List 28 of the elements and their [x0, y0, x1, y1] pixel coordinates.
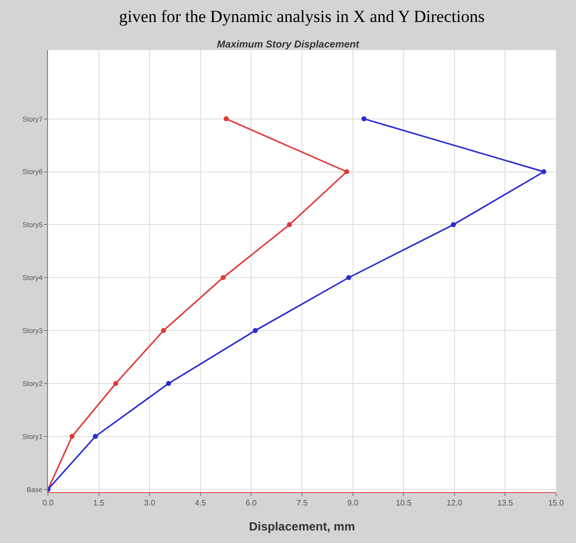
x-tick-label: 6.0 — [246, 498, 258, 508]
point — [346, 275, 352, 280]
x-tick-label: 9.0 — [347, 498, 359, 508]
point — [286, 222, 292, 228]
x-tick-label: 13.5 — [497, 498, 514, 508]
x-tick-label: 10.5 — [396, 498, 412, 508]
point — [541, 169, 546, 174]
x-tick-label: 1.5 — [93, 498, 105, 508]
x-tick-label: 4.5 — [194, 498, 207, 508]
point — [113, 380, 118, 386]
x-tick-label: 12.0 — [446, 498, 463, 508]
point — [450, 222, 456, 228]
point — [220, 275, 226, 280]
x-tick-label: 0.0 — [42, 498, 54, 508]
text: given for the Dynamic analysis in X and Y Directions — [119, 7, 485, 26]
point — [92, 434, 98, 439]
point — [224, 116, 229, 122]
x-tick-label: 15.0 — [548, 498, 564, 508]
point — [361, 116, 366, 122]
point — [344, 169, 350, 174]
x-tick-label: 7.5 — [296, 498, 308, 508]
point — [160, 328, 166, 334]
x-axis-title: Displacement, mm — [248, 520, 356, 534]
point — [166, 380, 172, 386]
point — [70, 434, 75, 439]
chart-title: Maximum Story Displacement — [216, 40, 360, 51]
x-tick-label: 3.0 — [144, 498, 156, 508]
point — [252, 328, 258, 334]
